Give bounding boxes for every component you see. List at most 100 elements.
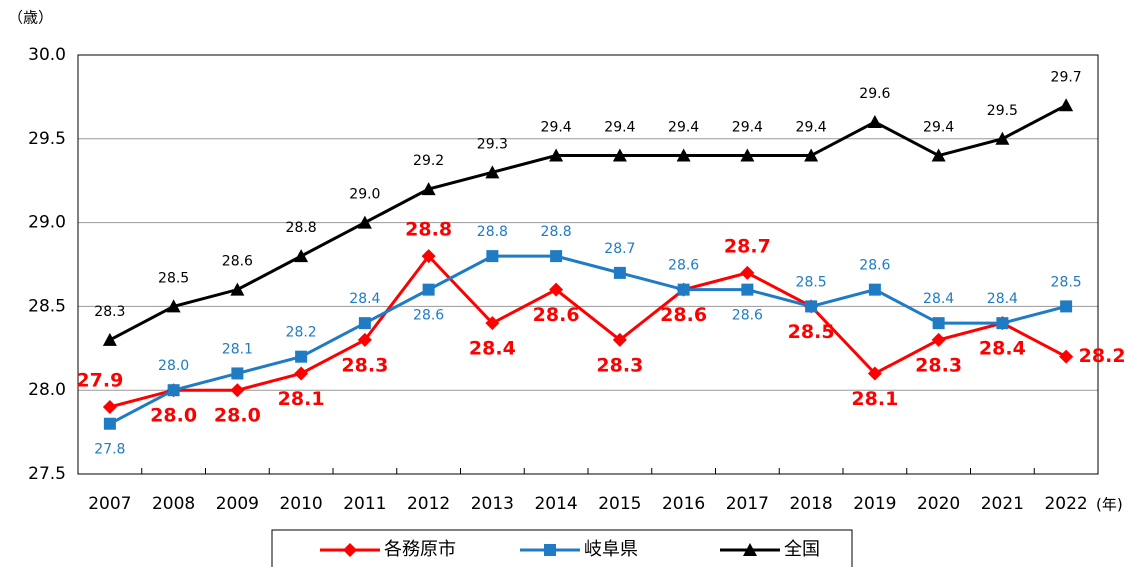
data-label: 28.1 bbox=[278, 388, 325, 410]
data-label: 28.4 bbox=[469, 338, 516, 360]
data-label: 28.8 bbox=[286, 220, 317, 236]
x-tick-label: 2020 bbox=[917, 494, 960, 514]
data-label: 28.6 bbox=[533, 304, 580, 326]
data-label: 27.8 bbox=[94, 442, 125, 458]
data-point bbox=[995, 131, 1010, 145]
data-point bbox=[230, 282, 245, 296]
data-point bbox=[486, 250, 499, 263]
data-label: 28.4 bbox=[979, 338, 1026, 360]
data-label: 28.4 bbox=[987, 291, 1018, 307]
data-label: 28.5 bbox=[788, 321, 835, 343]
data-point bbox=[931, 332, 946, 347]
data-label: 29.4 bbox=[668, 120, 699, 136]
data-point bbox=[613, 266, 626, 279]
data-label: 28.3 bbox=[596, 354, 643, 376]
x-tick-label: 2017 bbox=[726, 494, 769, 514]
data-point bbox=[549, 282, 564, 297]
data-label: 29.5 bbox=[987, 103, 1018, 119]
data-label: 28.0 bbox=[214, 405, 261, 427]
data-label: 29.6 bbox=[859, 86, 890, 102]
data-point bbox=[612, 148, 627, 162]
y-tick-label: 29.5 bbox=[28, 129, 66, 149]
x-tick-label: 2010 bbox=[279, 494, 322, 514]
x-unit: (年) bbox=[1096, 496, 1123, 514]
data-label: 28.3 bbox=[915, 354, 962, 376]
x-tick-label: 2019 bbox=[853, 494, 896, 514]
data-label: 27.9 bbox=[76, 369, 123, 391]
data-point bbox=[804, 148, 819, 162]
data-point bbox=[741, 283, 754, 296]
data-point bbox=[549, 148, 564, 162]
data-label: 28.5 bbox=[158, 270, 189, 286]
data-label: 28.3 bbox=[94, 304, 125, 320]
x-tick-label: 2014 bbox=[534, 494, 577, 514]
data-point bbox=[358, 317, 371, 330]
data-point bbox=[1059, 98, 1074, 112]
data-point bbox=[931, 148, 946, 162]
data-point bbox=[677, 283, 690, 296]
data-point bbox=[357, 332, 372, 347]
data-label: 29.4 bbox=[923, 120, 954, 136]
data-label: 28.4 bbox=[349, 291, 380, 307]
data-point bbox=[868, 283, 881, 296]
x-tick-label: 2018 bbox=[789, 494, 832, 514]
data-point bbox=[166, 299, 181, 313]
data-point bbox=[231, 367, 244, 380]
data-label: 28.0 bbox=[150, 405, 197, 427]
legend-marker bbox=[743, 543, 757, 556]
data-label: 29.0 bbox=[349, 187, 380, 203]
data-label: 28.5 bbox=[796, 274, 827, 290]
data-label: 28.3 bbox=[341, 354, 388, 376]
data-point bbox=[102, 332, 117, 346]
data-point bbox=[103, 417, 116, 430]
x-tick-label: 2022 bbox=[1044, 494, 1087, 514]
data-label: 28.2 bbox=[1079, 345, 1126, 367]
data-point bbox=[421, 249, 436, 264]
data-label: 28.1 bbox=[851, 388, 898, 410]
data-point bbox=[102, 399, 117, 414]
data-point bbox=[421, 182, 436, 196]
data-label: 28.1 bbox=[222, 341, 253, 357]
data-point bbox=[676, 148, 691, 162]
y-unit: （歳） bbox=[8, 9, 53, 27]
data-label: 28.5 bbox=[1051, 274, 1082, 290]
data-point bbox=[167, 384, 180, 397]
data-label: 29.4 bbox=[732, 120, 763, 136]
data-point bbox=[357, 215, 372, 229]
data-point bbox=[867, 115, 882, 129]
data-point bbox=[550, 250, 563, 263]
legend-label: 各務原市 bbox=[384, 539, 456, 560]
data-point bbox=[295, 350, 308, 363]
data-point bbox=[740, 148, 755, 162]
data-point bbox=[612, 332, 627, 347]
y-tick-label: 30.0 bbox=[28, 45, 66, 65]
y-tick-label: 27.5 bbox=[28, 464, 66, 484]
data-point bbox=[485, 316, 500, 331]
data-label: 28.6 bbox=[859, 258, 890, 274]
data-point bbox=[422, 283, 435, 296]
data-point bbox=[932, 317, 945, 330]
legend-label: 岐阜県 bbox=[584, 539, 638, 560]
y-tick-label: 28.5 bbox=[28, 296, 66, 316]
x-tick-label: 2009 bbox=[216, 494, 259, 514]
data-label: 28.8 bbox=[541, 224, 572, 240]
data-label: 28.6 bbox=[413, 308, 444, 324]
series-line bbox=[109, 103, 1067, 342]
data-point bbox=[230, 383, 245, 398]
data-label: 28.2 bbox=[286, 325, 317, 341]
data-point bbox=[740, 265, 755, 280]
legend-marker bbox=[544, 544, 556, 556]
data-label: 28.7 bbox=[604, 241, 635, 257]
data-label: 29.3 bbox=[477, 136, 508, 152]
y-tick-label: 28.0 bbox=[28, 380, 66, 400]
data-point bbox=[485, 165, 500, 179]
data-point bbox=[867, 366, 882, 381]
series-line bbox=[109, 253, 1067, 409]
legend-marker bbox=[343, 543, 357, 557]
data-label: 28.6 bbox=[222, 254, 253, 270]
series-line bbox=[109, 254, 1067, 426]
legend-label: 全国 bbox=[784, 539, 820, 560]
y-tick-label: 29.0 bbox=[28, 213, 66, 233]
data-point bbox=[1060, 300, 1073, 313]
x-tick-label: 2008 bbox=[152, 494, 195, 514]
